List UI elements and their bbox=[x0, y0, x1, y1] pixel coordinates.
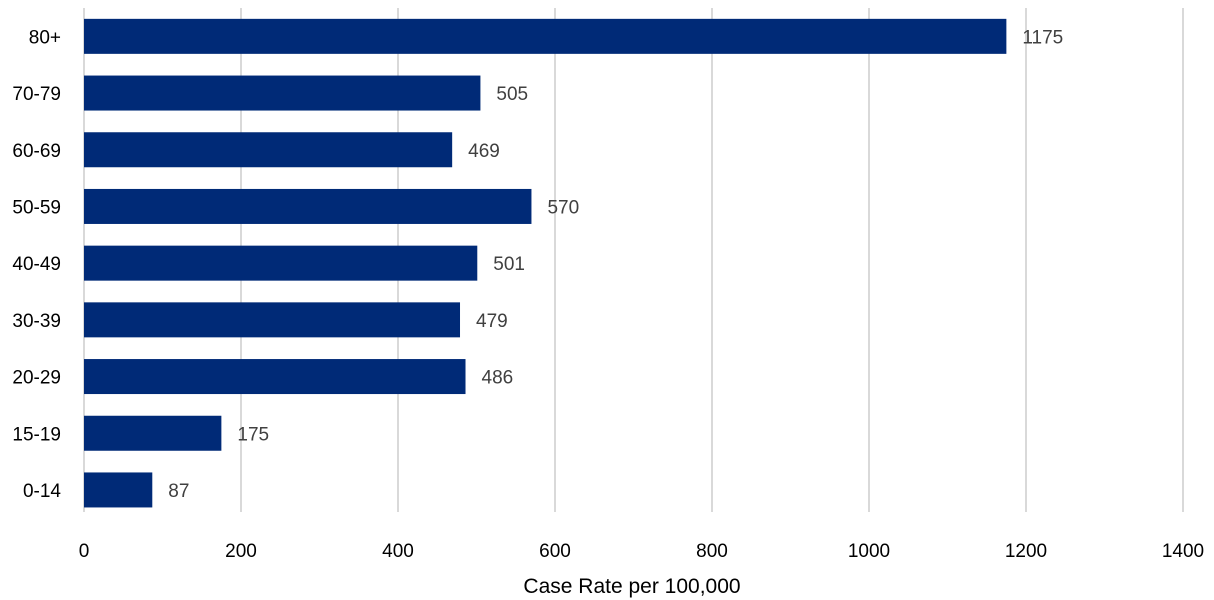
y-tick-label-40-49: 40-49 bbox=[12, 254, 61, 275]
data-label-40-49: 501 bbox=[493, 254, 525, 275]
data-label-30-39: 479 bbox=[476, 311, 508, 332]
data-label-60-69: 469 bbox=[468, 141, 500, 162]
bar-50-59 bbox=[84, 188, 532, 224]
bar-60-69 bbox=[84, 132, 453, 168]
data-labels: 1175 505 469 570 501 479 486 175 87 bbox=[168, 27, 1063, 502]
y-tick-label-0-14: 0-14 bbox=[23, 481, 61, 502]
x-tick-label: 0 bbox=[79, 541, 90, 562]
bar-0-14 bbox=[84, 472, 153, 508]
data-label-20-29: 486 bbox=[482, 368, 514, 389]
x-tick-label: 1400 bbox=[1162, 541, 1204, 562]
bar-20-29 bbox=[84, 359, 466, 395]
bar-15-19 bbox=[84, 415, 222, 451]
x-tick-label: 1000 bbox=[848, 541, 890, 562]
data-label-80+: 1175 bbox=[1022, 27, 1063, 48]
y-tick-label-70-79: 70-79 bbox=[12, 84, 61, 105]
data-label-0-14: 87 bbox=[168, 481, 189, 502]
data-label-50-59: 570 bbox=[547, 197, 579, 218]
x-axis-tick-labels: 0 200 400 600 800 1000 1200 1400 bbox=[79, 541, 1204, 562]
bar-30-39 bbox=[84, 302, 461, 338]
x-tick-label: 400 bbox=[382, 541, 414, 562]
y-tick-label-80+: 80+ bbox=[29, 27, 61, 48]
y-tick-label-50-59: 50-59 bbox=[12, 197, 61, 218]
x-axis-title: Case Rate per 100,000 bbox=[523, 575, 740, 598]
x-tick-label: 800 bbox=[696, 541, 728, 562]
bar-70-79 bbox=[84, 75, 481, 111]
y-tick-label-30-39: 30-39 bbox=[12, 311, 61, 332]
bars bbox=[84, 18, 1007, 508]
data-label-15-19: 175 bbox=[237, 424, 269, 445]
bar-80+ bbox=[84, 18, 1007, 54]
x-tick-label: 200 bbox=[225, 541, 257, 562]
y-axis-tick-labels: 80+ 70-79 60-69 50-59 40-49 30-39 20-29 15-19 0-… bbox=[12, 27, 61, 502]
data-label-70-79: 505 bbox=[496, 84, 528, 105]
y-tick-label-15-19: 15-19 bbox=[12, 424, 61, 445]
x-tick-label: 1200 bbox=[1005, 541, 1047, 562]
y-tick-label-60-69: 60-69 bbox=[12, 141, 61, 162]
bar-40-49 bbox=[84, 245, 478, 281]
y-tick-label-20-29: 20-29 bbox=[12, 368, 61, 389]
x-tick-label: 600 bbox=[539, 541, 571, 562]
